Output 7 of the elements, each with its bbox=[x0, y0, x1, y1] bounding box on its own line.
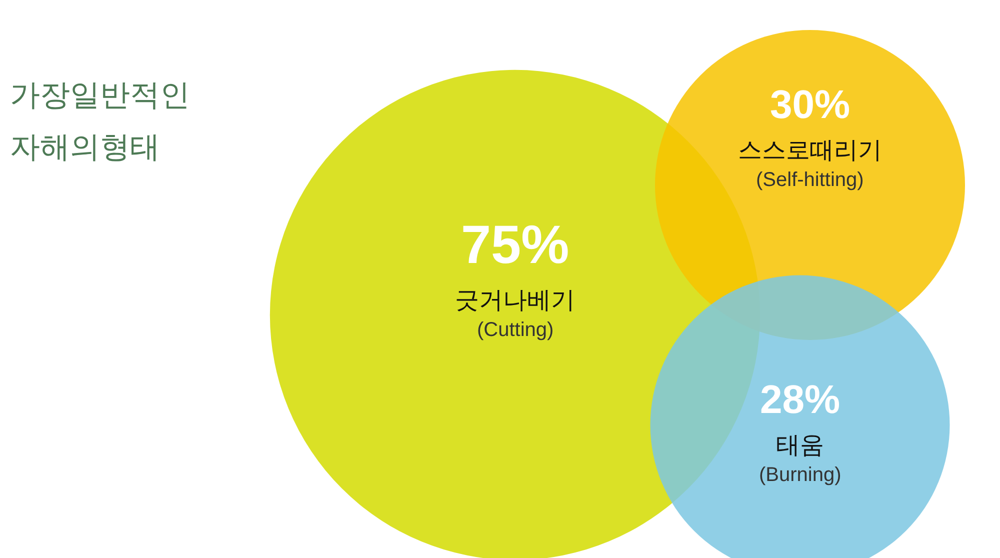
data-label: 75% bbox=[461, 215, 570, 275]
data-label: 28% bbox=[760, 378, 840, 422]
text: 가장일반적인 자해의형태 bbox=[10, 78, 190, 165]
data-label: 30% bbox=[770, 83, 850, 127]
category-label: 긋거나베기 (Cutting) bbox=[455, 286, 575, 341]
category-label: 태움 (Burning) bbox=[759, 431, 842, 486]
category-label: 스스로때리기 (Self-hitting) bbox=[738, 136, 882, 191]
